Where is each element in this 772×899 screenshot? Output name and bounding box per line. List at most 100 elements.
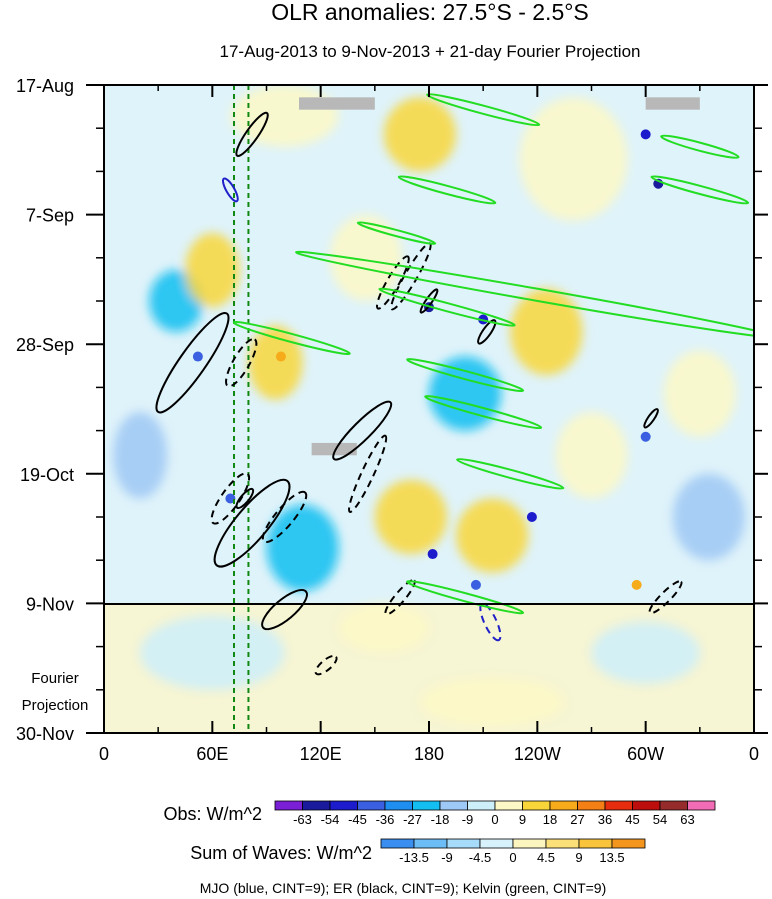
er-contour [643, 408, 659, 429]
projection-label-line1: Fourier [31, 670, 79, 687]
kelvin-contour [232, 321, 351, 356]
missing-data-bar [311, 442, 357, 456]
er-contour [210, 472, 251, 525]
x-axis: 0 60E 120E 180 120W 60W 0 [99, 85, 759, 764]
kelvin-contour [650, 175, 750, 205]
legend-level-label: 63 [680, 812, 694, 827]
x-tick-label: 0 [749, 744, 759, 764]
anomaly-cell [374, 479, 448, 555]
anomaly-spot [526, 512, 537, 522]
x-tick-label: 120W [514, 744, 561, 764]
legend-swatch [687, 800, 716, 811]
legend-swatch [494, 800, 523, 811]
chart-title: OLR anomalies: 27.5°S - 2.5°S [271, 0, 589, 25]
y-tick-label: 17-Aug [16, 76, 74, 96]
chart-subtitle: 17-Aug-2013 to 9-Nov-2013 + 21-day Fouri… [220, 42, 641, 61]
anomaly-cell [230, 85, 339, 147]
anomaly-cell [248, 325, 303, 400]
mjo-contour [479, 602, 502, 642]
er-contour [155, 312, 230, 414]
kelvin-contour [426, 93, 541, 127]
legend-level-label: -9 [441, 850, 453, 865]
anomaly-spot [225, 493, 236, 504]
y-tick-label: 7-Sep [26, 206, 74, 226]
waves-legend-label: Sum of Waves: W/m^2 [190, 843, 372, 863]
x-tick-label: 60W [627, 744, 664, 764]
anomaly-cell [510, 288, 583, 376]
legend-swatch [512, 838, 547, 849]
missing-data-bar [645, 97, 700, 110]
legend-swatch [274, 800, 303, 811]
kelvin-contour [424, 395, 543, 430]
kelvin-contour [356, 221, 437, 245]
kelvin-contour [406, 358, 525, 393]
anomaly-cell [591, 621, 700, 684]
kelvin-contour [397, 175, 497, 205]
anomaly-field [113, 85, 745, 727]
anomaly-spot [631, 579, 642, 590]
y-tick-label: 9-Nov [26, 594, 74, 614]
legend-level-label: -36 [376, 812, 395, 827]
x-tick-label: 0 [99, 744, 109, 764]
legend-swatch [479, 838, 514, 849]
obs-legend: -63 -54 -45 -36 -27 -18 -9 0 9 18 27 36 45 54 63 [274, 800, 716, 827]
anomaly-cell [329, 214, 402, 301]
missing-data [299, 97, 700, 456]
legend-swatch [659, 800, 688, 811]
anomaly-spot [275, 351, 286, 362]
legend-level-label: -4.5 [469, 850, 491, 865]
anomaly-cell [266, 504, 339, 592]
anomaly-cell [555, 412, 628, 499]
legend-swatch [549, 800, 578, 811]
anomaly-cell [456, 498, 529, 573]
legend-swatch [522, 800, 551, 811]
legend-swatch [439, 800, 468, 811]
legend-swatch [467, 800, 496, 811]
anomaly-cell [383, 97, 457, 172]
obs-legend-label: Obs: W/m^2 [164, 804, 262, 824]
anomaly-spot [640, 431, 651, 442]
kelvin-contour [660, 134, 740, 159]
legend-level-label: -63 [293, 812, 312, 827]
legend-level-label: 0 [509, 850, 516, 865]
legend-swatch [632, 800, 661, 811]
missing-data-bar [299, 97, 375, 110]
anomaly-cell [419, 677, 565, 727]
legend-swatch [357, 800, 386, 811]
legend-level-label: 0 [491, 812, 498, 827]
er-contour [261, 589, 308, 631]
legend-caption: MJO (blue, CINT=9); ER (black, CINT=9); … [200, 880, 607, 896]
kelvin-contour [456, 458, 565, 490]
legend-swatch [604, 800, 633, 811]
legend-level-label: 9 [519, 812, 526, 827]
er-contour [314, 654, 338, 676]
legend-level-label: 54 [653, 812, 667, 827]
y-tick-label: 19-Oct [20, 465, 74, 485]
legend-level-label: 27 [570, 812, 584, 827]
anomaly-spot [470, 579, 481, 590]
anomaly-cell [338, 603, 429, 653]
kelvin-contour [378, 287, 516, 327]
legend-level-label: -13.5 [399, 850, 429, 865]
legend-level-label: 45 [625, 812, 639, 827]
projection-label-line2: Projection [22, 697, 89, 714]
legend-level-label: -18 [431, 812, 450, 827]
legend-swatch [446, 838, 481, 849]
legend-level-label: 36 [598, 812, 612, 827]
legend-level-label: -45 [348, 812, 367, 827]
legend-swatch [412, 800, 441, 811]
anomaly-cell [519, 97, 628, 221]
er-contour [648, 580, 683, 615]
mjo-contour [222, 177, 239, 203]
er-contour [477, 319, 497, 345]
x-tick-label: 60E [196, 744, 228, 764]
legend-swatch [384, 800, 413, 811]
legend-swatch [380, 838, 415, 849]
er-contour [376, 255, 410, 310]
legend-swatch [413, 838, 448, 849]
anomaly-cell [663, 350, 736, 437]
anomaly-cell [113, 412, 168, 499]
er-contour [348, 434, 388, 513]
anomaly-spot [427, 549, 438, 560]
